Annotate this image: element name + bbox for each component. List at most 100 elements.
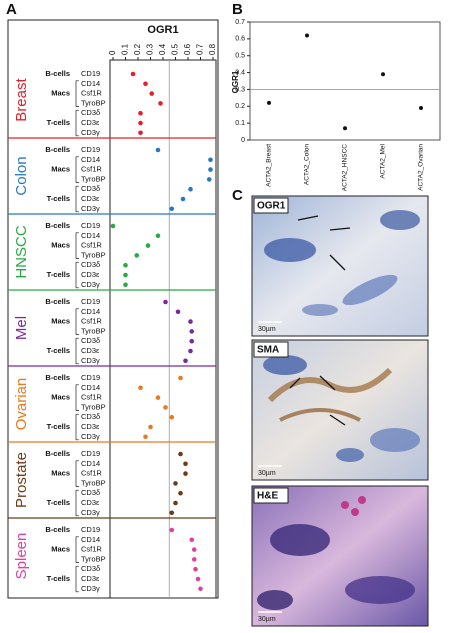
row-label: CD3δ <box>81 260 100 269</box>
image-label-box <box>253 487 289 504</box>
bracket <box>75 109 79 137</box>
group-label: Prostate <box>13 452 30 508</box>
bracket <box>75 536 79 563</box>
row-label: CD3γ <box>81 508 100 517</box>
panel-label: B <box>232 1 243 18</box>
row-label: CD3γ <box>81 356 100 365</box>
x-tick-label: ACTA2_Mel <box>380 143 387 178</box>
bracket <box>75 384 79 411</box>
y-tick-label: 0.3 <box>235 86 245 93</box>
bracket <box>75 261 79 289</box>
bracket <box>75 156 79 183</box>
dot <box>188 319 193 324</box>
dot <box>134 253 140 258</box>
cell-type-label: B-cells <box>45 297 70 306</box>
dot <box>191 547 197 552</box>
image-label: SMA <box>257 345 279 356</box>
bracket <box>75 185 79 213</box>
dot <box>169 206 175 212</box>
dot <box>198 586 203 592</box>
dot <box>206 177 212 182</box>
dot <box>149 91 155 96</box>
row-label: CD3γ <box>81 432 100 441</box>
row-label: CD14 <box>81 535 100 544</box>
x-tick-label: 0.5 <box>171 43 180 55</box>
y-tick-label: 0.4 <box>235 69 245 76</box>
dot <box>208 167 213 172</box>
row-label: Csf1R <box>81 165 102 174</box>
dot <box>169 527 175 533</box>
row-label: CD19 <box>81 221 100 230</box>
dot <box>163 299 168 305</box>
x-tick-label: 0.6 <box>183 43 192 55</box>
panel-label: C <box>232 187 243 204</box>
y-tick-label: 0.5 <box>235 53 245 60</box>
bracket <box>75 413 79 441</box>
bracket <box>75 565 79 593</box>
row-label: CD3γ <box>81 128 100 137</box>
x-tick-label: ACTA2_Colon <box>304 144 311 185</box>
chart-title: OGR1 <box>147 24 178 36</box>
row-label: TyroBP <box>81 250 106 259</box>
row-label: CD14 <box>81 383 100 392</box>
y-tick-label: 0 <box>241 137 245 144</box>
cell-type-label: Macs <box>51 241 70 250</box>
dot <box>138 385 143 391</box>
row-label: CD19 <box>81 373 100 382</box>
row-label: CD3δ <box>81 108 100 117</box>
image-label-box <box>253 341 289 358</box>
row-label: CD3δ <box>81 564 100 573</box>
dot <box>178 451 183 457</box>
bracket <box>75 337 79 365</box>
dot <box>195 576 201 582</box>
cell-type-label: T-cells <box>47 118 70 127</box>
dot <box>123 262 128 268</box>
cell-type-label: B-cells <box>45 373 70 382</box>
x-tick-label: 0.1 <box>121 43 130 55</box>
dot <box>143 81 148 87</box>
x-tick-label: ACTA2_HNSCC <box>342 144 349 192</box>
dot <box>183 461 188 467</box>
bracket <box>75 460 79 487</box>
dot <box>143 434 148 440</box>
row-label: TyroBP <box>81 98 106 107</box>
dot <box>267 100 271 105</box>
y-tick-label: 0.7 <box>235 19 245 26</box>
micrograph <box>251 485 429 627</box>
group-label: Colon <box>13 156 30 195</box>
dot <box>183 358 188 364</box>
dot <box>305 33 309 38</box>
image-label-box <box>253 197 289 214</box>
cell-type-label: Macs <box>51 393 70 402</box>
dot <box>175 309 181 315</box>
dot <box>138 130 143 136</box>
row-label: CD19 <box>81 297 100 306</box>
dot <box>138 110 143 116</box>
row-label: CD3γ <box>81 584 100 593</box>
cell-type-label: Macs <box>51 165 70 174</box>
row-label: CD14 <box>81 79 100 88</box>
dot <box>163 405 168 410</box>
x-tick-label: ACTA2_Ovarian <box>418 144 425 191</box>
x-tick-label: 0.7 <box>196 43 205 55</box>
bracket <box>75 308 79 335</box>
row-label: CD3ε <box>81 574 100 583</box>
row-label: CD3ε <box>81 498 100 507</box>
dot <box>123 272 128 278</box>
cell-type-label: T-cells <box>47 498 70 507</box>
dot <box>183 471 188 476</box>
plot-frame <box>249 21 441 141</box>
row-label: CD14 <box>81 155 100 164</box>
row-label: CD3ε <box>81 118 100 127</box>
row-label: TyroBP <box>81 326 106 335</box>
panel-label: A <box>6 1 17 18</box>
dot <box>130 71 136 77</box>
row-label: CD19 <box>81 449 100 458</box>
scale-label: 30µm <box>258 616 276 623</box>
dot <box>180 196 186 202</box>
dot <box>173 481 178 486</box>
row-label: TyroBP <box>81 554 106 563</box>
row-label: Csf1R <box>81 393 102 402</box>
dot <box>343 126 347 131</box>
dot <box>189 338 195 344</box>
